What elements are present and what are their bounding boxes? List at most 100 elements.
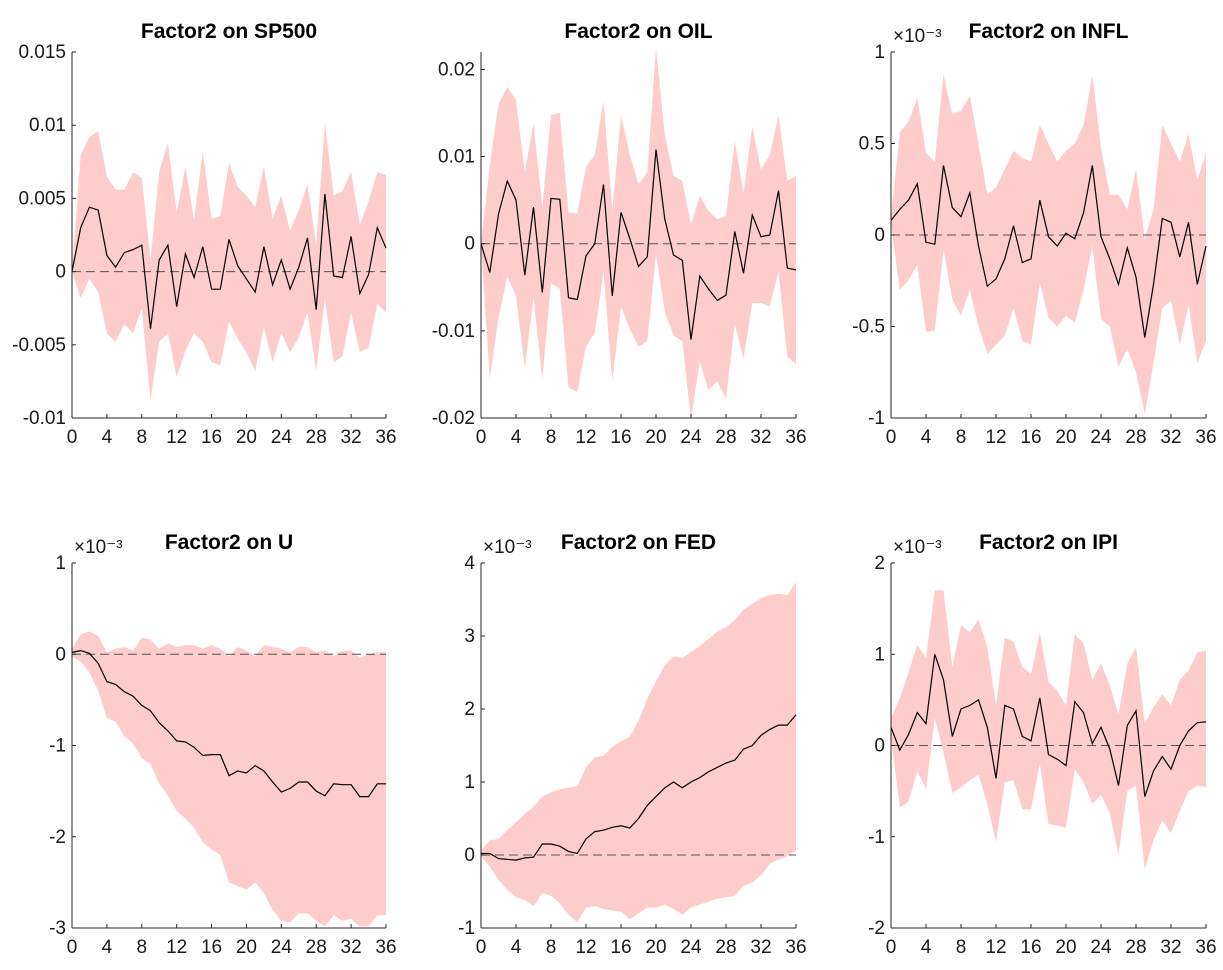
y-tick-label: -0.005: [12, 335, 66, 356]
x-tick-label: 28: [1125, 427, 1146, 448]
y-tick-label: -1: [458, 918, 475, 939]
confidence-band: [72, 122, 386, 401]
x-tick-label: 12: [166, 937, 187, 958]
x-tick-label: 36: [375, 427, 396, 448]
y-tick-label: 0.02: [438, 59, 475, 80]
x-tick-label: 24: [680, 427, 702, 448]
y-tick-label: 3: [464, 626, 475, 647]
x-tick-label: 20: [1055, 937, 1076, 958]
x-tick-label: 20: [236, 937, 257, 958]
x-tick-label: 32: [1160, 937, 1181, 958]
subplot-title: Factor2 on IPI: [979, 531, 1118, 554]
y-tick-label: -2: [868, 918, 885, 939]
x-tick-label: 32: [1160, 427, 1181, 448]
x-tick-label: 16: [610, 937, 631, 958]
x-tick-label: 12: [575, 937, 596, 958]
y-tick-label: -1: [49, 736, 66, 757]
y-tick-label: -1: [868, 827, 885, 848]
subplot-3: -1 -0.5 0 0.5 1 0 4 8 12 16 20 24 28 32 36 Factor2 on I…: [852, 20, 1216, 448]
median-response-line: [890, 165, 1207, 338]
x-tick-label: 24: [271, 427, 293, 448]
y-tick-label: 4: [464, 553, 475, 574]
x-tick-label: 24: [271, 937, 293, 958]
y-tick-label: 0: [464, 845, 475, 866]
y-tick-label: -3: [49, 918, 66, 939]
x-tick-label: 28: [306, 427, 327, 448]
y-tick-label: -0.5: [852, 317, 885, 338]
y-tick-label: 0.015: [18, 42, 66, 63]
x-tick-label: 8: [956, 427, 967, 448]
y-tick-label: 1: [874, 42, 885, 63]
subplot-title: Factor2 on FED: [561, 531, 716, 554]
y-tick-label: 0.5: [859, 134, 885, 155]
x-tick-label: 4: [921, 427, 932, 448]
x-tick-label: 4: [102, 937, 113, 958]
x-tick-label: 28: [715, 937, 736, 958]
x-tick-label: 28: [715, 427, 736, 448]
x-tick-label: 36: [375, 937, 396, 958]
x-tick-label: 8: [546, 427, 557, 448]
x-tick-label: 24: [1090, 427, 1112, 448]
x-tick-label: 0: [886, 427, 897, 448]
x-tick-label: 4: [511, 937, 522, 958]
confidence-band: [481, 47, 796, 420]
y-tick-label: -2: [49, 827, 66, 848]
y-tick-label: -0.01: [432, 321, 475, 342]
y-tick-label: 2: [464, 699, 475, 720]
x-tick-label: 32: [341, 937, 362, 958]
axis-multiplier-label: ×10⁻³: [893, 537, 942, 558]
x-tick-label: 20: [236, 427, 257, 448]
x-tick-label: 32: [750, 427, 771, 448]
x-tick-label: 36: [1195, 937, 1216, 958]
x-tick-label: 20: [1055, 427, 1076, 448]
x-tick-label: 8: [136, 937, 147, 958]
x-tick-label: 20: [645, 937, 666, 958]
subplot-title: Factor2 on OIL: [564, 20, 712, 43]
x-tick-label: 28: [1125, 937, 1146, 958]
axis-multiplier-label: ×10⁻³: [74, 537, 123, 558]
y-tick-label: 1: [464, 772, 475, 793]
y-tick-label: 0: [55, 262, 66, 283]
x-tick-label: 4: [102, 427, 113, 448]
axis-multiplier-label: ×10⁻³: [483, 537, 532, 558]
x-tick-label: 16: [610, 427, 631, 448]
x-tick-label: 16: [201, 427, 222, 448]
x-tick-label: 36: [785, 427, 806, 448]
subplot-title: Factor2 on U: [165, 531, 293, 554]
x-tick-label: 0: [476, 427, 487, 448]
median-response-line: [71, 193, 387, 329]
x-tick-label: 20: [645, 427, 666, 448]
y-tick-label: 0: [874, 736, 885, 757]
x-tick-label: 8: [956, 937, 967, 958]
x-tick-label: 0: [67, 937, 78, 958]
x-tick-label: 16: [201, 937, 222, 958]
x-tick-label: 28: [306, 937, 327, 958]
y-tick-label: 0.01: [438, 147, 475, 168]
subplot-2: -0.02 -0.01 0 0.01 0.02 0 4 8 12 16 20 24 28 32 36 Fact…: [432, 20, 807, 448]
x-tick-label: 36: [785, 937, 806, 958]
confidence-band: [481, 582, 796, 923]
x-tick-label: 16: [1020, 937, 1041, 958]
y-tick-label: 0: [874, 225, 885, 246]
x-tick-label: 4: [921, 937, 932, 958]
x-tick-label: 24: [680, 937, 702, 958]
x-tick-label: 32: [341, 427, 362, 448]
x-tick-label: 8: [136, 427, 147, 448]
x-tick-label: 0: [476, 937, 487, 958]
x-tick-label: 0: [67, 427, 78, 448]
x-tick-label: 12: [575, 427, 596, 448]
x-tick-label: 36: [1195, 427, 1216, 448]
x-tick-label: 24: [1090, 937, 1112, 958]
confidence-band: [891, 74, 1206, 415]
x-tick-label: 4: [511, 427, 522, 448]
y-tick-label: 0: [55, 644, 66, 665]
x-tick-label: 12: [166, 427, 187, 448]
y-tick-label: 1: [874, 644, 885, 665]
x-tick-label: 8: [546, 937, 557, 958]
y-tick-label: 0: [464, 234, 475, 255]
subplot-4: -3 -2 -1 0 1 0 4 8 12 16 20 24 28 32 36 Factor2 on U ×10…: [49, 531, 396, 958]
x-tick-label: 32: [750, 937, 771, 958]
